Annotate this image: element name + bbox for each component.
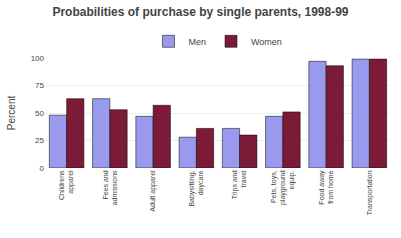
svg-text:50: 50	[35, 109, 44, 118]
svg-text:Women: Women	[251, 37, 282, 47]
svg-text:Babysitting,daycare: Babysitting,daycare	[188, 170, 205, 206]
svg-text:75: 75	[35, 81, 44, 90]
svg-text:Transportation: Transportation	[366, 170, 374, 215]
svg-text:Fees andadmissions: Fees andadmissions	[102, 170, 118, 206]
svg-text:Food awayfrom home: Food awayfrom home	[318, 170, 334, 205]
svg-text:Men: Men	[189, 37, 207, 47]
svg-text:Trips andtravel: Trips andtravel	[231, 170, 247, 199]
svg-text:Pets, toys,playgroundequip.: Pets, toys,playgroundequip.	[270, 170, 296, 205]
svg-text:Adult apparel: Adult apparel	[149, 170, 157, 212]
svg-text:Childrensapparel: Childrensapparel	[58, 170, 75, 200]
svg-text:100: 100	[31, 54, 45, 63]
svg-text:0: 0	[40, 164, 45, 173]
svg-text:25: 25	[35, 136, 44, 145]
svg-text:Probabilities of purchase by s: Probabilities of purchase by single pare…	[52, 5, 348, 19]
svg-text:Percent: Percent	[6, 96, 17, 131]
